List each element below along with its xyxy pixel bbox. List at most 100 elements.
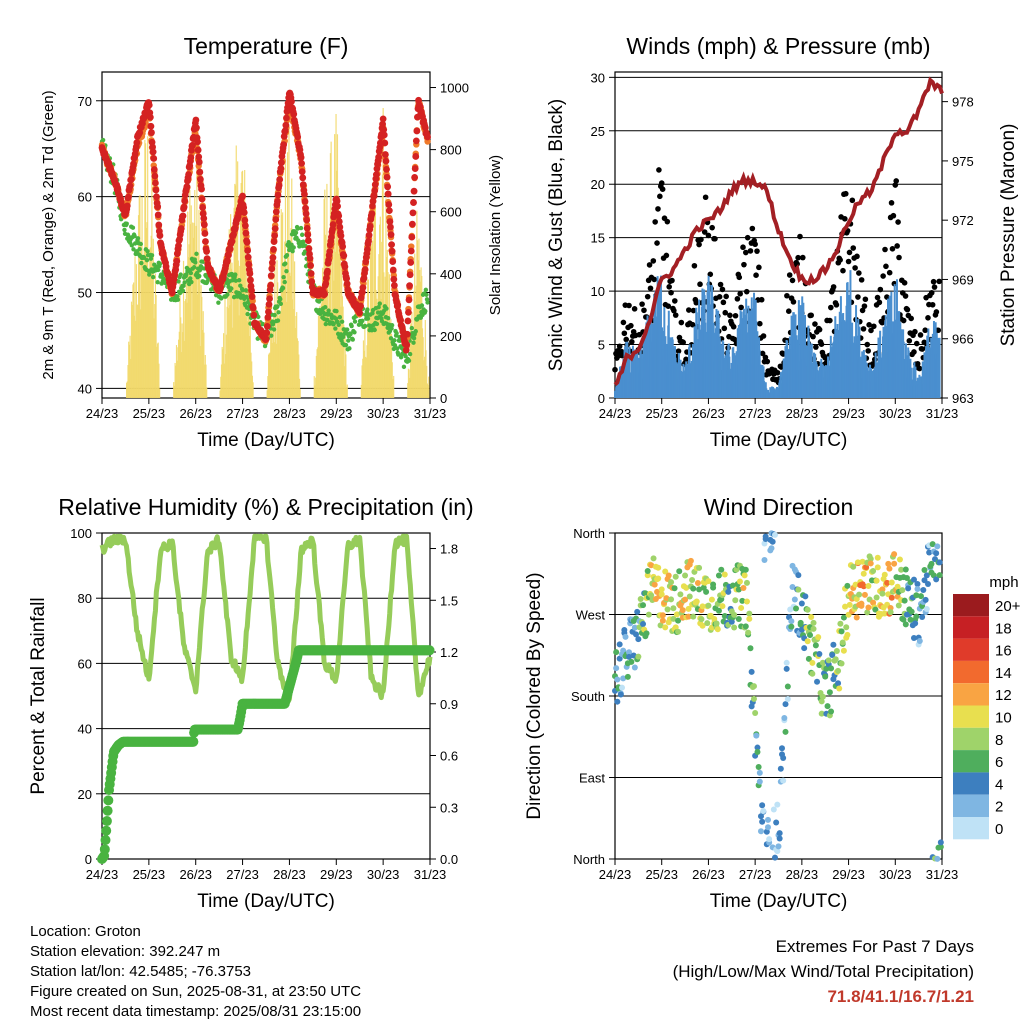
legend-label: 6: [995, 754, 1003, 771]
rh-right-tick-label: 0.0: [440, 852, 458, 867]
wind-direction-point: [928, 560, 935, 567]
temp-2m-series-point: [281, 127, 289, 135]
temp-2m-series-point: [200, 221, 208, 229]
dewpoint-series-point: [301, 239, 306, 244]
dewpoint-series-point: [144, 257, 150, 263]
dewpoint-series-point: [138, 241, 143, 247]
dewpoint-series-point: [407, 351, 413, 357]
temp-2m-series-point: [151, 172, 159, 180]
wind-direction-point: [933, 550, 940, 557]
wind-gust-point: [900, 317, 907, 324]
wind-direction-point: [741, 572, 748, 579]
wind-gust-point: [845, 258, 852, 265]
wind-direction-point: [805, 655, 812, 662]
temp-2m-series-point: [127, 176, 135, 183]
wind-gust-point: [721, 325, 728, 332]
temp-2m-series-point: [329, 221, 337, 228]
temp-2m-series-point: [328, 233, 335, 241]
wind-direction-point: [809, 670, 816, 677]
wind-gust-point: [794, 261, 800, 267]
dewpoint-series-point: [180, 288, 186, 294]
wind-direction-point: [793, 605, 800, 612]
dewpoint-series-point: [197, 273, 202, 279]
temp-2m-series-point: [274, 198, 281, 205]
wind-gust-point: [882, 246, 888, 253]
temp-2m-series-point: [242, 229, 250, 237]
temp-2m-series-point: [226, 245, 234, 253]
wind-direction-point: [682, 596, 689, 603]
dewpoint-series-point: [184, 272, 189, 277]
dewpoint-series-point: [132, 233, 137, 239]
temp-title: Temperature (F): [184, 33, 349, 59]
temp-2m-series-point: [168, 289, 176, 297]
dewpoint-series-point: [398, 355, 404, 360]
wind-direction-point: [631, 664, 638, 671]
temp-2m-series-point: [265, 300, 273, 308]
wind-direction-point: [670, 615, 677, 622]
dir-x-tick-label: 29/23: [832, 867, 865, 882]
wind-direction-point: [762, 533, 769, 540]
wind-gust-point: [816, 326, 823, 333]
wind-direction-point: [836, 685, 843, 692]
temp-2m-series-point: [412, 153, 420, 160]
legend-label: 18: [995, 620, 1012, 637]
wind-gust-point: [790, 299, 797, 305]
wind-direction-point: [731, 611, 738, 618]
wind-direction-point: [677, 591, 684, 598]
dewpoint-series-point: [244, 294, 249, 300]
wind-direction-point: [671, 585, 678, 592]
dewpoint-series-point: [130, 225, 136, 230]
temp-2m-series-point: [410, 199, 417, 206]
wind-direction-point: [782, 701, 789, 708]
wind-direction-point: [732, 597, 739, 604]
dewpoint-series-point: [182, 280, 187, 285]
wind-gust-point: [901, 280, 908, 286]
wind-direction-series: [612, 530, 944, 862]
dewpoint-series-point: [150, 274, 156, 280]
dir-y-tick-label: East: [579, 771, 605, 786]
temp-2m-series-point: [270, 246, 277, 253]
dewpoint-series-point: [394, 331, 399, 336]
wind-gust-point: [880, 273, 886, 279]
temp-2m-series-point: [149, 148, 157, 156]
temp-2m-series-point: [149, 143, 157, 151]
dir-x-tick-label: 30/23: [879, 867, 912, 882]
wind-direction-point: [658, 586, 665, 593]
temp-2m-series-point: [192, 116, 200, 124]
wind-gust-point: [658, 180, 665, 186]
dewpoint-series-point: [370, 311, 375, 316]
dewpoint-series-point: [132, 241, 138, 246]
temp-2m-series-point: [271, 225, 279, 233]
wind-direction-point: [757, 828, 764, 835]
dewpoint-series-point: [389, 323, 395, 328]
temp-2m-series-point: [152, 186, 160, 194]
wind-gust-point: [698, 236, 704, 243]
temp-2m-series-point: [185, 171, 192, 178]
dewpoint-series-point: [413, 329, 418, 334]
legend-swatch: [953, 794, 989, 817]
temp-2m-series-point: [384, 190, 392, 198]
temp-2m-series-point: [382, 157, 390, 165]
dewpoint-series-point: [362, 323, 368, 329]
dewpoint-series-point: [323, 304, 328, 310]
wind-gust-point: [810, 333, 816, 340]
dir-x-tick-label: 25/23: [645, 867, 678, 882]
wind-gust-point: [842, 190, 849, 197]
temp-2m-series-point: [405, 308, 412, 316]
temp-right-tick-label: 600: [440, 205, 462, 220]
wind-direction-point: [926, 549, 933, 556]
wind-direction-point: [736, 578, 743, 585]
temp-2m-series-point: [403, 330, 411, 338]
wind-gust-point: [651, 276, 658, 283]
wind-y-tick-label: 30: [591, 70, 605, 85]
dewpoint-series-point: [350, 337, 355, 342]
temp-2m-series-point: [248, 293, 256, 301]
wind-direction-point: [895, 602, 902, 609]
dewpoint-series-point: [388, 336, 394, 341]
wind-direction-point: [705, 578, 712, 585]
wind-gust-point: [702, 194, 709, 201]
wind-direction-point: [865, 583, 872, 590]
wind-gust-point: [623, 336, 630, 343]
wind-gust-point: [666, 283, 672, 290]
wind-direction-point: [718, 566, 725, 573]
